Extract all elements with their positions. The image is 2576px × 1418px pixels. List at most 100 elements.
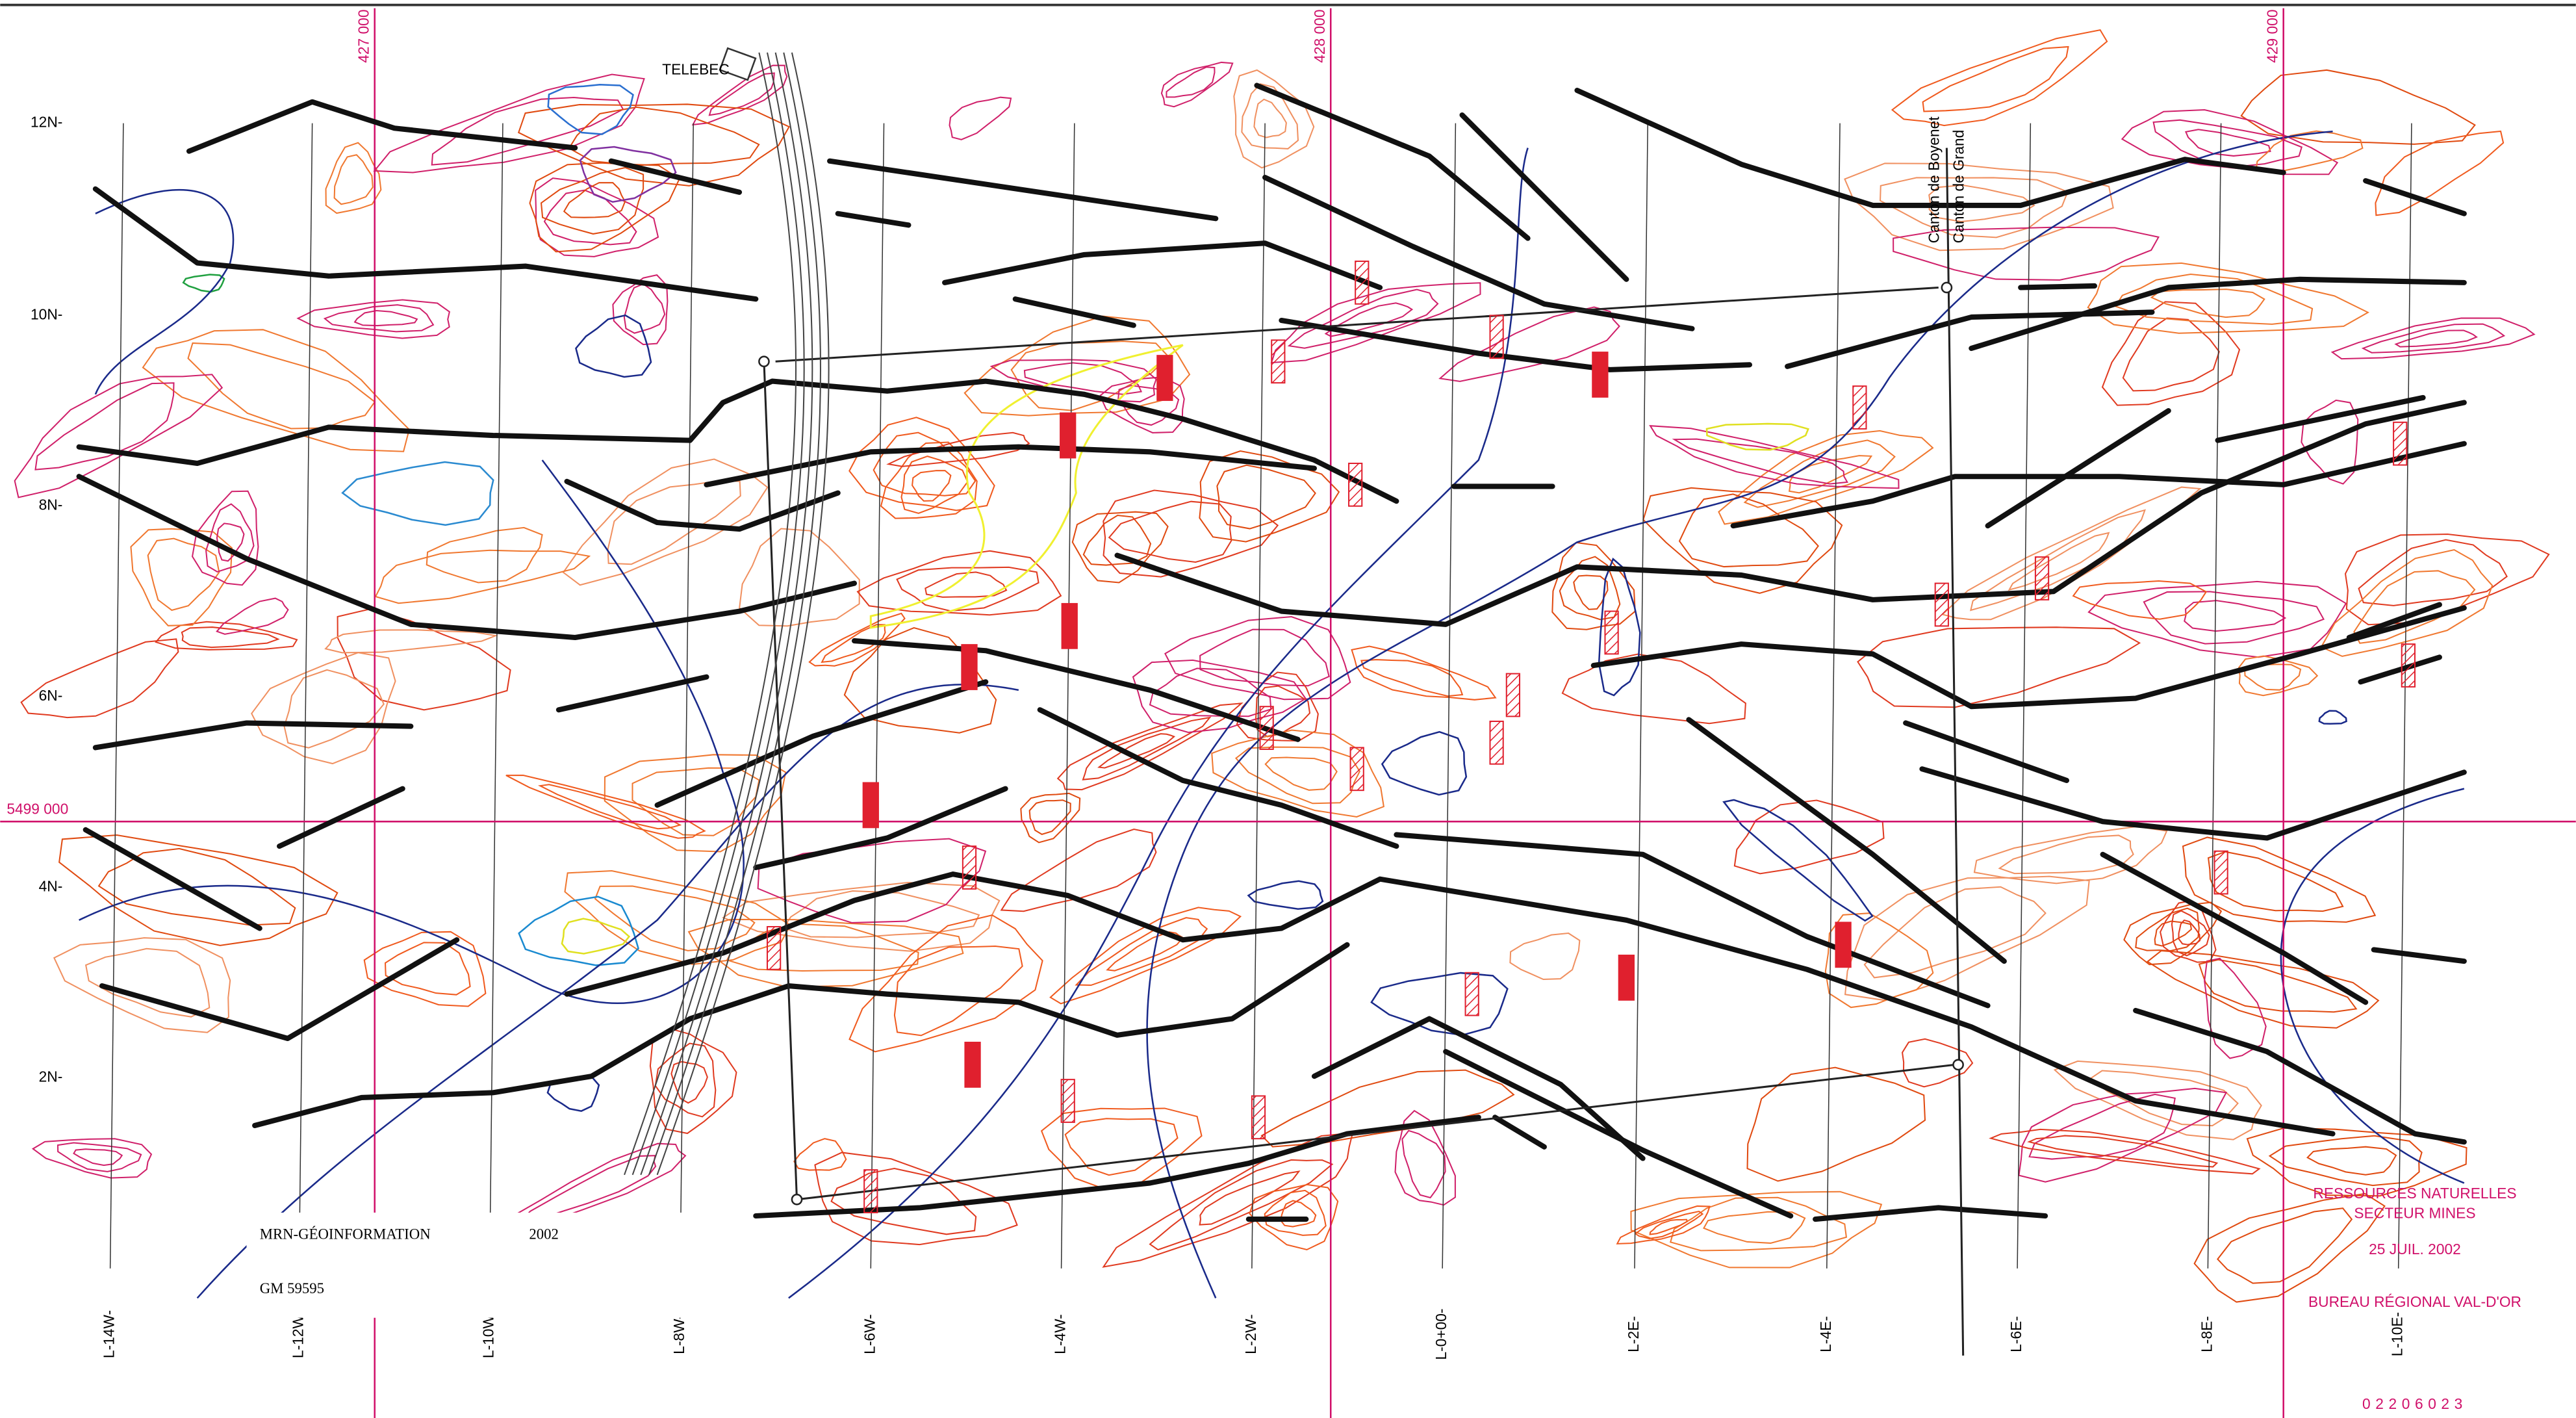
canton-label: Canton de Grand	[1950, 130, 1967, 244]
contour	[1216, 464, 1316, 530]
contour	[1241, 83, 1299, 149]
line-label: L-12W-	[289, 1310, 306, 1358]
anomaly-weak	[1505, 673, 1521, 717]
line-label: L-4W-	[1052, 1314, 1069, 1354]
contour	[1324, 302, 1414, 337]
contour	[886, 432, 1030, 467]
axis	[1903, 720, 2070, 784]
contour	[2008, 532, 2110, 591]
contour	[1863, 886, 2047, 979]
station	[1941, 281, 1953, 294]
stamp-office: BUREAU RÉGIONAL VAL-D'OR	[2308, 1293, 2521, 1310]
label-box	[246, 1212, 715, 1318]
contour	[1788, 455, 1873, 494]
contour	[1020, 792, 1081, 844]
station	[1952, 1059, 1964, 1071]
contour	[2101, 301, 2241, 406]
easting-label: 427 000	[355, 9, 372, 62]
contour	[1279, 1200, 1317, 1228]
axis	[1037, 707, 1399, 849]
contour	[79, 459, 745, 1005]
anomaly-strong	[1156, 355, 1173, 401]
contour	[94, 188, 235, 395]
anomaly-weak	[1348, 462, 1363, 507]
contour	[2375, 130, 2505, 216]
contour	[1733, 799, 1885, 875]
contour	[31, 1138, 153, 1179]
contour	[216, 522, 245, 562]
contour	[594, 885, 756, 951]
contour	[426, 526, 543, 584]
contour	[2268, 1135, 2423, 1187]
contour	[363, 931, 487, 1007]
contour	[187, 342, 376, 430]
contour	[431, 96, 624, 166]
anomaly-weak	[2034, 556, 2050, 600]
contour	[1075, 917, 1208, 986]
axis	[1969, 276, 2467, 352]
contour	[1893, 226, 2160, 281]
contour	[2053, 1060, 2262, 1141]
contour	[856, 550, 1062, 616]
canton-label: Canton de Boyenet	[1926, 116, 1943, 243]
contour	[1669, 1196, 1848, 1252]
anomaly-weak	[1489, 315, 1504, 359]
contour	[1049, 907, 1242, 1005]
contour	[547, 83, 634, 135]
contour	[782, 890, 980, 938]
anomaly-strong	[1061, 602, 1078, 649]
contour	[1360, 659, 1464, 697]
contour	[848, 914, 1043, 1053]
axis	[1012, 296, 1136, 328]
axis	[2018, 283, 2097, 290]
contour	[1551, 541, 1636, 630]
anomaly-strong	[1592, 352, 1609, 398]
y-label: 2N-	[39, 1068, 63, 1085]
contour	[1108, 500, 1232, 563]
contour	[58, 834, 338, 946]
contour	[2306, 1146, 2397, 1176]
anomaly-strong	[961, 644, 978, 690]
contour	[57, 1142, 142, 1172]
contour	[604, 754, 787, 853]
contour	[1199, 628, 1330, 687]
anomaly-weak	[962, 845, 977, 890]
anomaly-weak	[1271, 339, 1286, 384]
contour	[2184, 129, 2271, 157]
contour	[1705, 422, 1809, 451]
contour	[949, 96, 1012, 140]
axis	[851, 638, 1301, 742]
document-number: GM 59595	[260, 1280, 324, 1296]
survey-line	[298, 123, 313, 1269]
contour	[1071, 511, 1169, 584]
line-label: L-8E-	[2198, 1316, 2215, 1352]
contour	[1028, 799, 1071, 835]
contour	[1902, 1038, 1974, 1088]
axis	[2346, 602, 2442, 641]
contour	[649, 1027, 737, 1135]
contour	[537, 784, 682, 830]
axis	[1394, 832, 1991, 1009]
station	[758, 355, 770, 368]
contour	[1559, 556, 1621, 621]
axis	[555, 674, 709, 713]
y-label: 10N-	[31, 305, 62, 322]
contour	[579, 146, 677, 203]
contour	[1394, 1109, 1456, 1206]
contour	[562, 458, 769, 586]
contour	[2330, 317, 2536, 360]
contour	[670, 1061, 708, 1104]
contour	[2028, 1093, 2176, 1160]
contour	[518, 896, 639, 966]
contour	[722, 881, 1001, 952]
axis	[1985, 408, 2171, 529]
axis	[608, 158, 743, 195]
contour	[896, 566, 1039, 612]
contour	[1649, 1218, 1689, 1235]
contour	[1351, 645, 1497, 701]
easting-label: 429 000	[2264, 9, 2281, 62]
axis	[942, 240, 1383, 290]
stamp-date: 25 JUIL. 2002	[2369, 1241, 2461, 1257]
contour	[2394, 329, 2478, 348]
